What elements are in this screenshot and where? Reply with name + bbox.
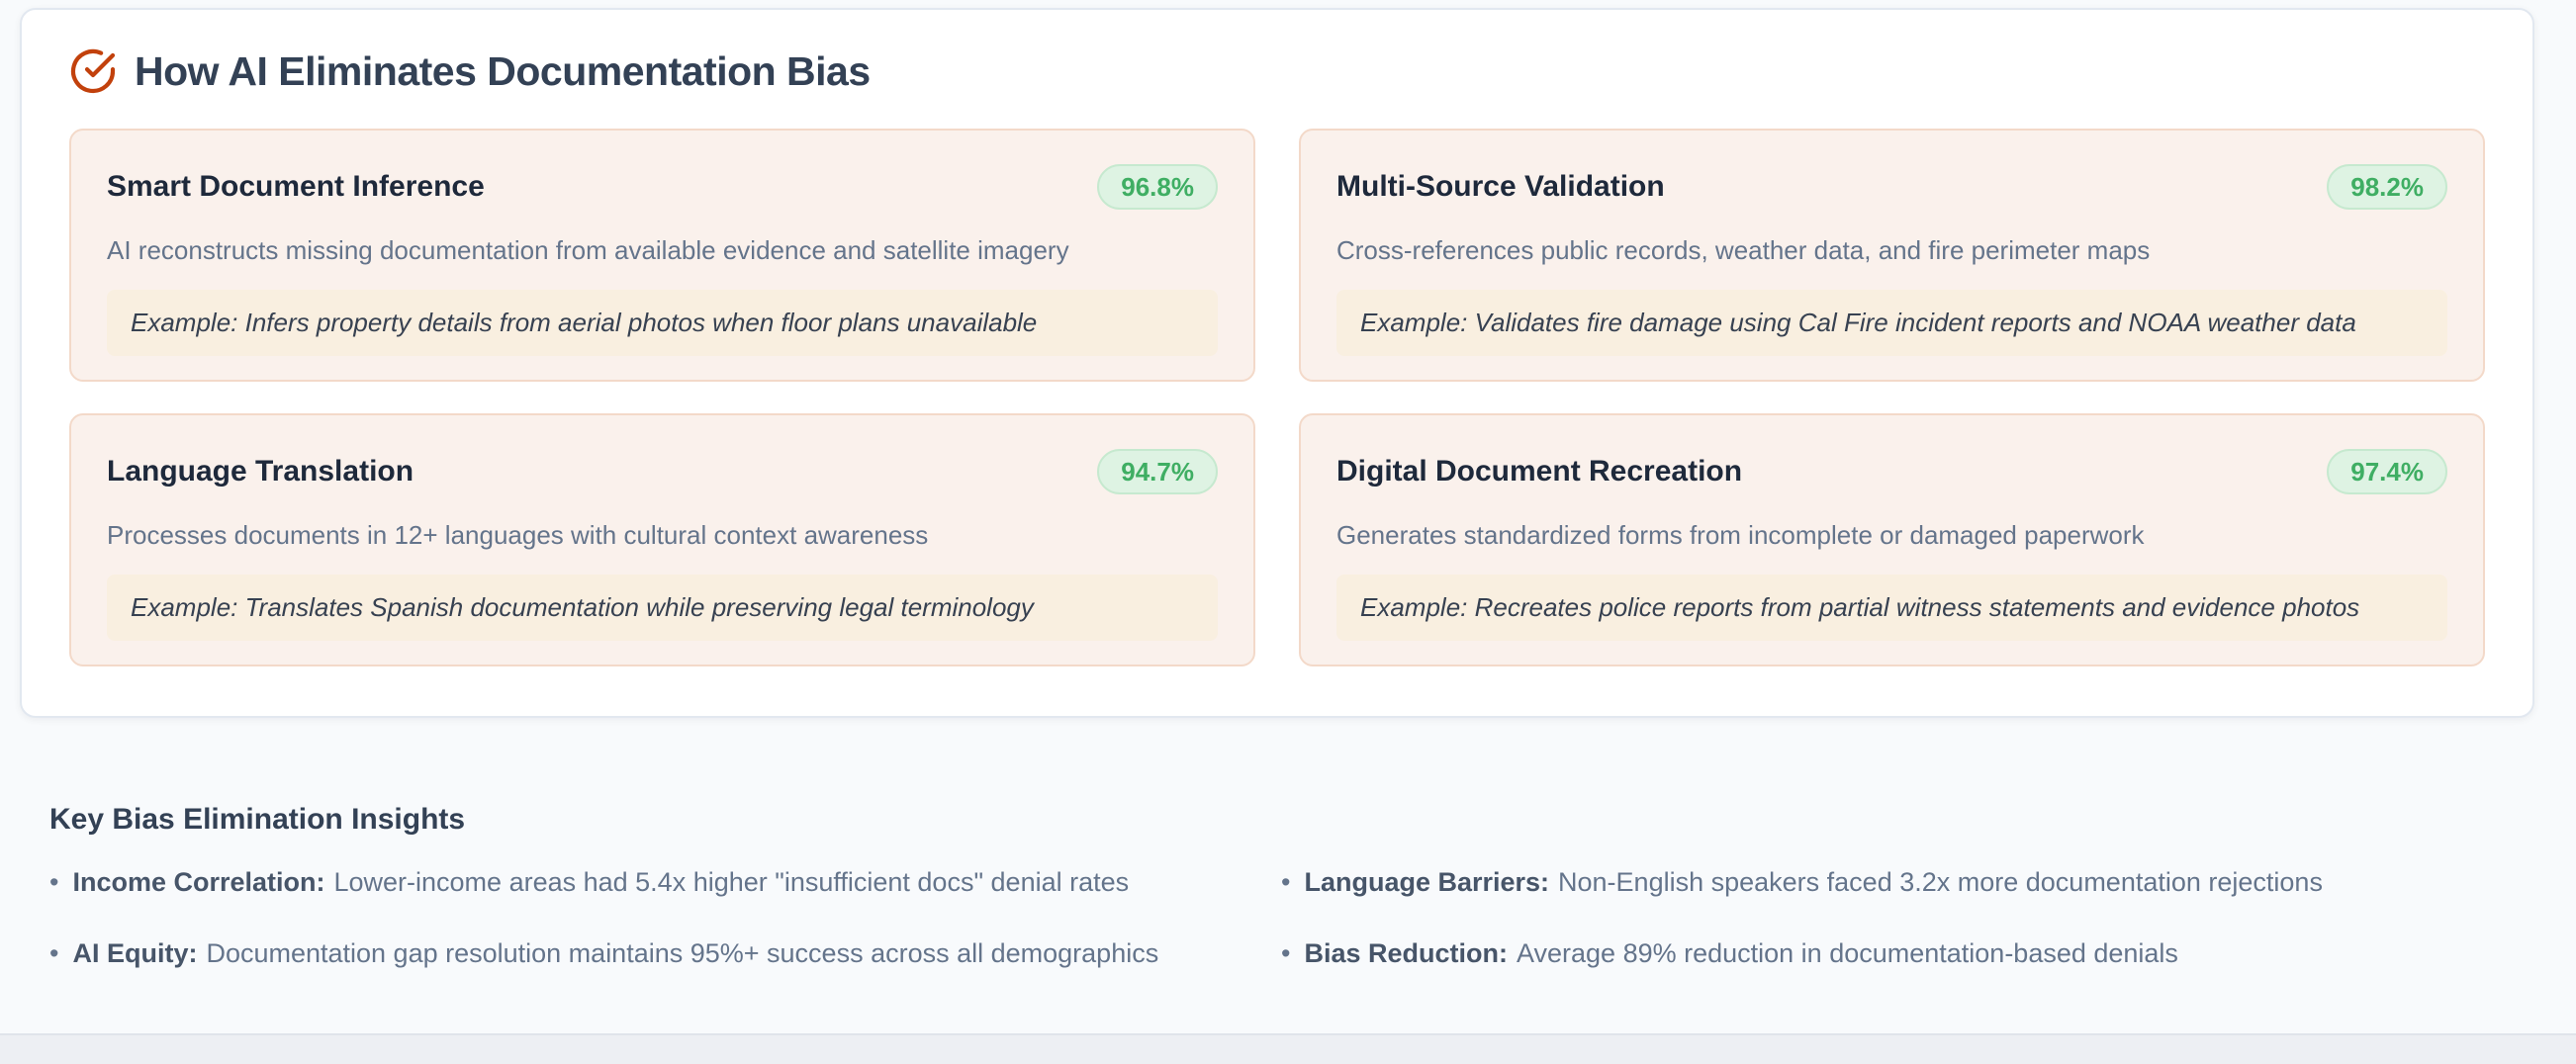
success-rate-badge: 96.8% bbox=[1097, 164, 1218, 210]
insight-ai-equity: • AI Equity: Documentation gap resolution … bbox=[49, 937, 1281, 971]
card-header: Multi-Source Validation 98.2% bbox=[1336, 164, 2447, 210]
insight-label: AI Equity: bbox=[72, 937, 198, 968]
card-smart-document-inference: Smart Document Inference 96.8% AI recons… bbox=[69, 129, 1255, 382]
insights-heading: Key Bias Elimination Insights bbox=[49, 803, 466, 836]
insight-bias-reduction: • Bias Reduction: Average 89% reduction in… bbox=[1281, 937, 2527, 971]
insight-text: Lower-income areas had 5.4x higher "insu… bbox=[333, 867, 1130, 897]
check-circle-icon bbox=[70, 48, 116, 94]
insights-grid: • Income Correlation: Lower-income areas h… bbox=[49, 866, 2527, 971]
card-description: Processes documents in 12+ languages wit… bbox=[107, 520, 929, 550]
card-description: Cross-references public records, weather… bbox=[1336, 235, 2151, 265]
card-header: Digital Document Recreation 97.4% bbox=[1336, 449, 2447, 494]
insight-text: Non-English speakers faced 3.2x more doc… bbox=[1558, 867, 2323, 897]
bullet-icon: • bbox=[1281, 867, 1291, 897]
success-rate-badge: 97.4% bbox=[2327, 449, 2447, 494]
card-multi-source-validation: Multi-Source Validation 98.2% Cross-refe… bbox=[1299, 129, 2485, 382]
ai-bias-panel: How AI Eliminates Documentation Bias Sma… bbox=[20, 8, 2534, 718]
card-description: Generates standardized forms from incomp… bbox=[1336, 520, 2145, 550]
insight-text: Documentation gap resolution maintains 9… bbox=[206, 937, 1159, 968]
success-rate-badge: 98.2% bbox=[2327, 164, 2447, 210]
card-digital-document-recreation: Digital Document Recreation 97.4% Genera… bbox=[1299, 413, 2485, 666]
panel-header: How AI Eliminates Documentation Bias bbox=[69, 47, 2485, 95]
card-example: Example: Translates Spanish documentatio… bbox=[107, 575, 1218, 641]
insight-label: Bias Reduction: bbox=[1304, 937, 1508, 968]
card-example: Example: Validates fire damage using Cal… bbox=[1336, 290, 2447, 356]
card-header: Language Translation 94.7% bbox=[107, 449, 1218, 494]
card-description: AI reconstructs missing documentation fr… bbox=[107, 235, 1069, 265]
key-insights-section: Key Bias Elimination Insights • Income Co… bbox=[49, 803, 2527, 971]
insight-language-barriers: • Language Barriers: Non-English speakers … bbox=[1281, 866, 2527, 900]
card-title: Language Translation bbox=[107, 455, 414, 488]
insight-label: Language Barriers: bbox=[1304, 867, 1550, 897]
capability-cards-grid: Smart Document Inference 96.8% AI recons… bbox=[69, 129, 2485, 666]
bullet-icon: • bbox=[1281, 937, 1291, 968]
card-title: Smart Document Inference bbox=[107, 170, 485, 203]
insight-text: Average 89% reduction in documentation-b… bbox=[1516, 937, 2178, 968]
card-example: Example: Recreates police reports from p… bbox=[1336, 575, 2447, 641]
card-example: Example: Infers property details from ae… bbox=[107, 290, 1218, 356]
bullet-icon: • bbox=[49, 937, 59, 968]
insight-label: Income Correlation: bbox=[72, 867, 325, 897]
bullet-icon: • bbox=[49, 867, 59, 897]
insight-income-correlation: • Income Correlation: Lower-income areas h… bbox=[49, 866, 1281, 900]
card-title: Multi-Source Validation bbox=[1336, 170, 1665, 203]
success-rate-badge: 94.7% bbox=[1097, 449, 1218, 494]
card-title: Digital Document Recreation bbox=[1336, 455, 1743, 488]
card-language-translation: Language Translation 94.7% Processes doc… bbox=[69, 413, 1255, 666]
page-title: How AI Eliminates Documentation Bias bbox=[135, 47, 871, 94]
section-divider bbox=[0, 1033, 2576, 1064]
card-header: Smart Document Inference 96.8% bbox=[107, 164, 1218, 210]
